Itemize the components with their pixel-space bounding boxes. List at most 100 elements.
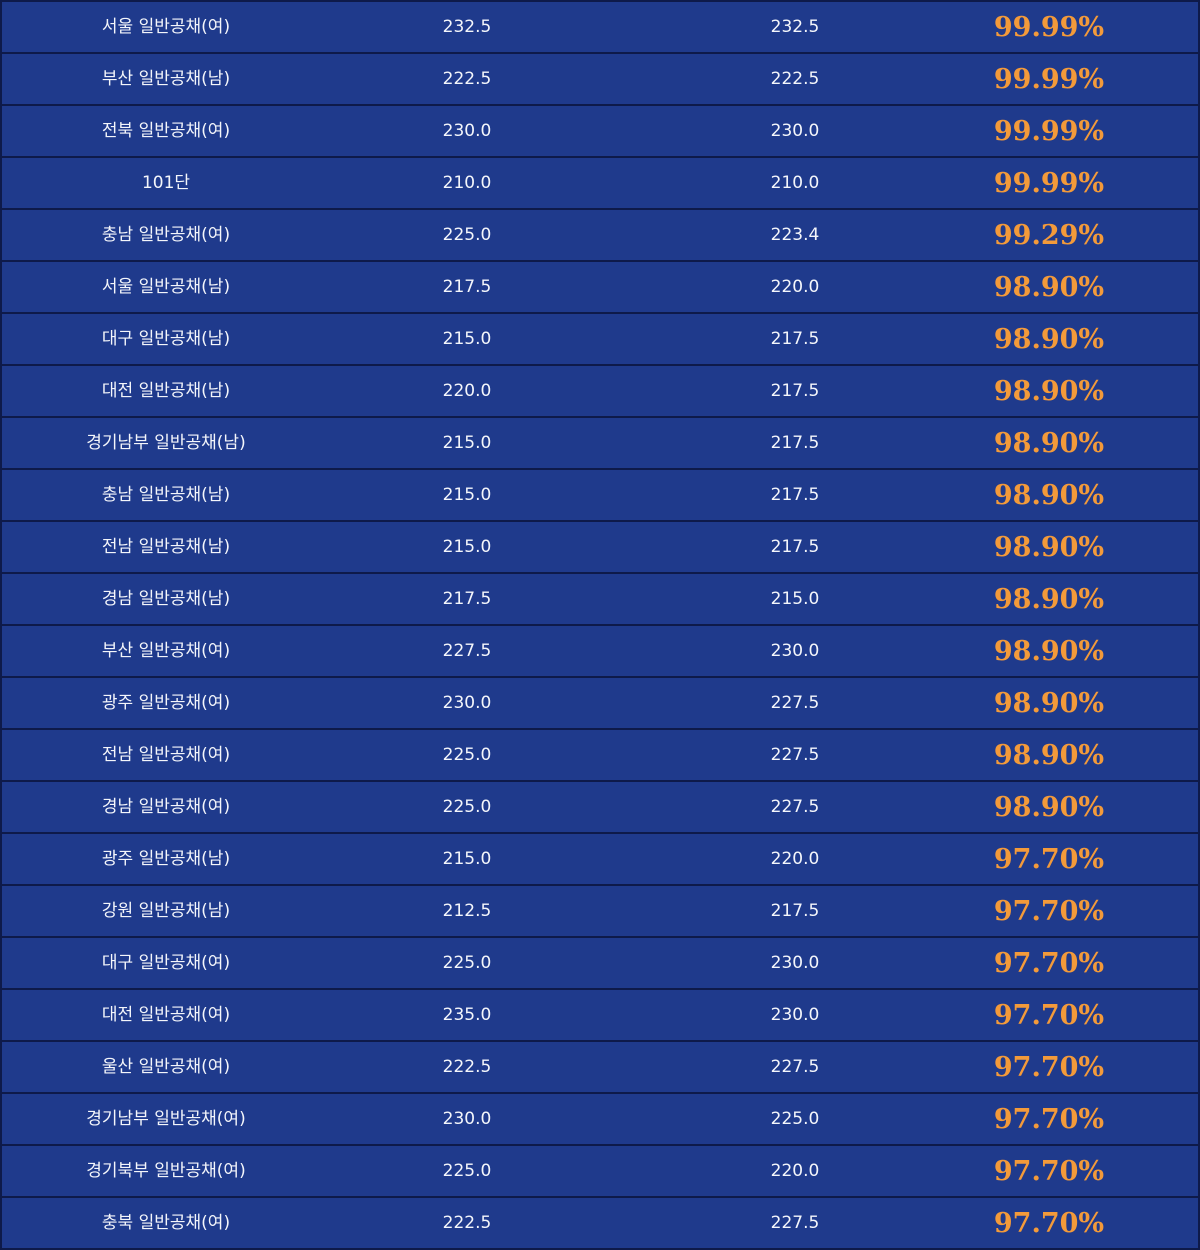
score-value-2-cell: 227.5 xyxy=(770,1057,820,1077)
table-row: 경기남부 일반공채(여) 230.0 225.0 97.70% xyxy=(2,1094,1198,1144)
recruitment-name-cell: 대구 일반공채(여) xyxy=(101,953,231,973)
rate-percent-cell: 97.70% xyxy=(993,1104,1105,1135)
rate-percent-cell: 97.70% xyxy=(993,896,1105,927)
score-value-2-cell: 217.5 xyxy=(770,329,820,349)
table-row: 경남 일반공채(여) 225.0 227.5 98.90% xyxy=(2,782,1198,832)
table-row: 강원 일반공채(남) 212.5 217.5 97.70% xyxy=(2,886,1198,936)
score-value-1-cell: 225.0 xyxy=(442,745,492,765)
rate-percent-cell: 98.90% xyxy=(993,532,1105,563)
score-value-1-cell: 215.0 xyxy=(442,329,492,349)
table-row: 전남 일반공채(남) 215.0 217.5 98.90% xyxy=(2,522,1198,572)
table-row: 대전 일반공채(남) 220.0 217.5 98.90% xyxy=(2,366,1198,416)
rate-percent-cell: 99.29% xyxy=(993,220,1105,251)
table-row: 경기북부 일반공채(여) 225.0 220.0 97.70% xyxy=(2,1146,1198,1196)
recruitment-name-cell: 대구 일반공채(남) xyxy=(101,329,231,349)
score-value-2-cell: 217.5 xyxy=(770,381,820,401)
rate-percent-cell: 99.99% xyxy=(993,168,1105,199)
recruitment-name-cell: 부산 일반공채(남) xyxy=(101,69,231,89)
score-value-1-cell: 215.0 xyxy=(442,537,492,557)
score-value-2-cell: 227.5 xyxy=(770,745,820,765)
score-value-2-cell: 230.0 xyxy=(770,641,820,661)
rate-percent-cell: 97.70% xyxy=(993,1156,1105,1187)
score-value-1-cell: 222.5 xyxy=(442,1213,492,1233)
score-value-1-cell: 222.5 xyxy=(442,69,492,89)
score-value-1-cell: 217.5 xyxy=(442,277,492,297)
recruitment-name-cell: 충남 일반공채(여) xyxy=(101,225,231,245)
table-row: 충남 일반공채(남) 215.0 217.5 98.90% xyxy=(2,470,1198,520)
score-value-2-cell: 227.5 xyxy=(770,1213,820,1233)
table-row: 전북 일반공채(여) 230.0 230.0 99.99% xyxy=(2,106,1198,156)
score-value-1-cell: 212.5 xyxy=(442,901,492,921)
recruitment-name-cell: 울산 일반공채(여) xyxy=(101,1057,231,1077)
recruitment-name-cell: 강원 일반공채(남) xyxy=(101,901,231,921)
table-row: 경남 일반공채(남) 217.5 215.0 98.90% xyxy=(2,574,1198,624)
score-value-1-cell: 232.5 xyxy=(442,17,492,37)
score-value-1-cell: 215.0 xyxy=(442,849,492,869)
recruitment-name-cell: 경기남부 일반공채(남) xyxy=(86,433,246,453)
table-row: 서울 일반공채(남) 217.5 220.0 98.90% xyxy=(2,262,1198,312)
recruitment-name-cell: 경남 일반공채(남) xyxy=(101,589,231,609)
score-value-1-cell: 217.5 xyxy=(442,589,492,609)
recruitment-name-cell: 전남 일반공채(여) xyxy=(101,745,231,765)
recruitment-name-cell: 충남 일반공채(남) xyxy=(101,485,231,505)
rate-percent-cell: 97.70% xyxy=(993,1208,1105,1239)
table-row: 광주 일반공채(여) 230.0 227.5 98.90% xyxy=(2,678,1198,728)
score-value-2-cell: 227.5 xyxy=(770,797,820,817)
score-value-1-cell: 215.0 xyxy=(442,433,492,453)
table-row: 대전 일반공채(여) 235.0 230.0 97.70% xyxy=(2,990,1198,1040)
score-value-2-cell: 230.0 xyxy=(770,953,820,973)
table-row: 서울 일반공채(여) 232.5 232.5 99.99% xyxy=(2,2,1198,52)
score-value-1-cell: 220.0 xyxy=(442,381,492,401)
score-value-1-cell: 230.0 xyxy=(442,1109,492,1129)
score-value-2-cell: 217.5 xyxy=(770,537,820,557)
score-value-2-cell: 230.0 xyxy=(770,1005,820,1025)
score-value-1-cell: 215.0 xyxy=(442,485,492,505)
rate-percent-cell: 99.99% xyxy=(993,64,1105,95)
rate-percent-cell: 97.70% xyxy=(993,844,1105,875)
score-value-2-cell: 217.5 xyxy=(770,485,820,505)
recruitment-name-cell: 경기남부 일반공채(여) xyxy=(86,1109,246,1129)
rate-percent-cell: 97.70% xyxy=(993,948,1105,979)
score-value-1-cell: 225.0 xyxy=(442,225,492,245)
score-value-1-cell: 225.0 xyxy=(442,797,492,817)
rate-percent-cell: 98.90% xyxy=(993,428,1105,459)
recruitment-name-cell: 서울 일반공채(남) xyxy=(101,277,231,297)
score-value-2-cell: 220.0 xyxy=(770,849,820,869)
table-row: 전남 일반공채(여) 225.0 227.5 98.90% xyxy=(2,730,1198,780)
table-row: 광주 일반공채(남) 215.0 220.0 97.70% xyxy=(2,834,1198,884)
score-value-2-cell: 222.5 xyxy=(770,69,820,89)
recruitment-name-cell: 부산 일반공채(여) xyxy=(101,641,231,661)
score-value-2-cell: 223.4 xyxy=(770,225,820,245)
rate-percent-cell: 98.90% xyxy=(993,584,1105,615)
recruitment-name-cell: 경남 일반공채(여) xyxy=(101,797,231,817)
rate-percent-cell: 98.90% xyxy=(993,272,1105,303)
score-value-1-cell: 227.5 xyxy=(442,641,492,661)
recruitment-name-cell: 광주 일반공채(여) xyxy=(101,693,231,713)
score-value-2-cell: 217.5 xyxy=(770,433,820,453)
score-value-2-cell: 232.5 xyxy=(770,17,820,37)
score-value-1-cell: 210.0 xyxy=(442,173,492,193)
rate-percent-cell: 98.90% xyxy=(993,740,1105,771)
table-row: 충남 일반공채(여) 225.0 223.4 99.29% xyxy=(2,210,1198,260)
score-value-2-cell: 227.5 xyxy=(770,693,820,713)
score-value-1-cell: 235.0 xyxy=(442,1005,492,1025)
rate-percent-cell: 98.90% xyxy=(993,376,1105,407)
rate-percent-cell: 98.90% xyxy=(993,480,1105,511)
score-value-2-cell: 230.0 xyxy=(770,121,820,141)
score-value-1-cell: 222.5 xyxy=(442,1057,492,1077)
score-value-2-cell: 210.0 xyxy=(770,173,820,193)
recruitment-name-cell: 대전 일반공채(남) xyxy=(101,381,231,401)
table-row: 101단 210.0 210.0 99.99% xyxy=(2,158,1198,208)
recruitment-name-cell: 101단 xyxy=(141,173,191,193)
rate-percent-cell: 98.90% xyxy=(993,792,1105,823)
score-value-2-cell: 225.0 xyxy=(770,1109,820,1129)
score-value-2-cell: 220.0 xyxy=(770,277,820,297)
score-value-2-cell: 220.0 xyxy=(770,1161,820,1181)
table-row: 대구 일반공채(여) 225.0 230.0 97.70% xyxy=(2,938,1198,988)
rate-percent-cell: 98.90% xyxy=(993,636,1105,667)
table-row: 울산 일반공채(여) 222.5 227.5 97.70% xyxy=(2,1042,1198,1092)
table-row: 경기남부 일반공채(남) 215.0 217.5 98.90% xyxy=(2,418,1198,468)
score-value-1-cell: 230.0 xyxy=(442,121,492,141)
recruitment-name-cell: 경기북부 일반공채(여) xyxy=(86,1161,246,1181)
